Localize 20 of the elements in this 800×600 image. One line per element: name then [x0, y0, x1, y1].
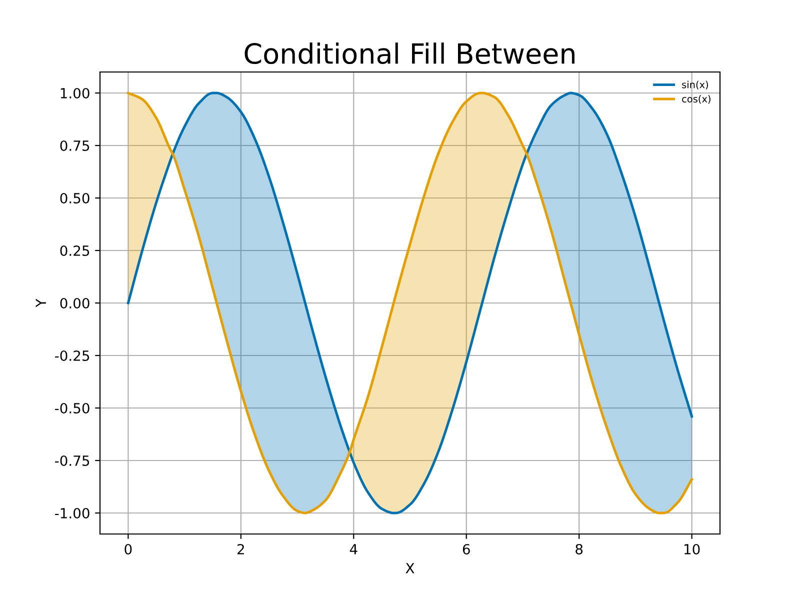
x-tick-label: 4: [350, 544, 358, 554]
y-tick-label: -1.00: [55, 508, 90, 518]
y-tick-label: -0.50: [55, 402, 90, 414]
y-tick-label: 0.25: [60, 245, 90, 256]
y-tick-label: -0.75: [55, 455, 90, 466]
legend-label: cos(x): [682, 95, 710, 104]
x-axis-title: X: [406, 563, 414, 574]
y-tick-label: 0.50: [60, 192, 90, 204]
y-tick-label: 1.00: [60, 88, 90, 98]
x-tick-label: 6: [462, 544, 470, 554]
y-tick-label: -0.25: [55, 350, 90, 361]
legend-label: sin(x): [682, 80, 708, 90]
x-tick-label: 10: [684, 544, 700, 554]
chart-title: Conditional Fill Between: [244, 42, 574, 64]
x-tick-label: 0: [124, 544, 132, 554]
y-tick-label: 0.00: [60, 298, 90, 308]
x-tick-label: 2: [238, 544, 244, 554]
x-tick-label: 8: [576, 544, 583, 554]
y-tick-label: 0.75: [60, 140, 90, 151]
y-axis-title: Y: [36, 298, 46, 308]
